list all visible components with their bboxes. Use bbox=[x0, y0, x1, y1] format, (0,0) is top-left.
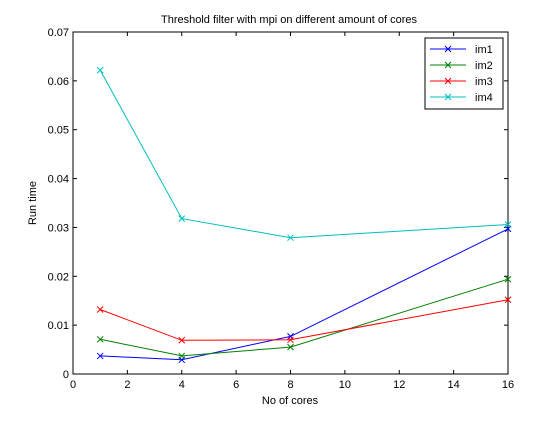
x-tick-label: 8 bbox=[287, 379, 293, 391]
y-tick-label: 0.04 bbox=[48, 174, 69, 186]
data-point-im1 bbox=[96, 352, 104, 360]
series-layer bbox=[96, 66, 512, 364]
data-point-im4 bbox=[287, 234, 294, 242]
series-line-im2 bbox=[100, 278, 509, 357]
x-tick-label: 0 bbox=[70, 379, 76, 391]
x-tick-label: 12 bbox=[393, 379, 405, 391]
chart-title: Threshold filter with mpi on different a… bbox=[161, 14, 417, 26]
data-point-im3 bbox=[504, 296, 512, 304]
series-line-im3 bbox=[100, 299, 509, 341]
legend-marker bbox=[444, 45, 452, 53]
y-axis: 0 0.01 0.02 0.03 0.04 0.05 0.06 0.07 bbox=[48, 27, 508, 381]
x-tick-label: 4 bbox=[179, 379, 185, 391]
y-tick-label: 0.02 bbox=[48, 271, 69, 283]
data-point-im2 bbox=[178, 352, 186, 360]
x-tick-label: 10 bbox=[339, 379, 351, 391]
data-point-im4 bbox=[178, 215, 186, 222]
data-point-im3 bbox=[96, 306, 104, 313]
legend-label: im4 bbox=[475, 92, 493, 104]
data-point-im3 bbox=[287, 336, 294, 344]
legend-item-im3: im3 bbox=[430, 76, 493, 88]
y-tick-label: 0.03 bbox=[48, 222, 69, 234]
data-point-im2 bbox=[96, 335, 104, 343]
legend-label: im3 bbox=[475, 76, 493, 88]
x-tick-label: 14 bbox=[448, 379, 460, 391]
x-axis: 0 2 4 6 8 10 12 14 16 bbox=[70, 32, 514, 391]
x-tick-label: 2 bbox=[124, 379, 130, 391]
legend-marker bbox=[444, 77, 452, 85]
y-tick-label: 0.05 bbox=[48, 125, 69, 137]
series-im2 bbox=[96, 275, 512, 360]
data-point-im4 bbox=[504, 221, 512, 228]
data-point-im4 bbox=[96, 66, 104, 74]
data-point-im2 bbox=[287, 343, 294, 351]
x-axis-label: No of cores bbox=[262, 395, 319, 407]
legend-marker bbox=[444, 93, 452, 101]
y-tick-label: 0.01 bbox=[48, 320, 69, 332]
legend-item-im4: im4 bbox=[430, 92, 493, 104]
legend-item-im2: im2 bbox=[430, 60, 493, 72]
legend-marker bbox=[444, 61, 452, 69]
data-point-im2 bbox=[504, 275, 512, 283]
legend: im1 im2 im3 im4 bbox=[424, 37, 504, 110]
legend-label: im2 bbox=[475, 60, 493, 72]
series-im3 bbox=[96, 296, 512, 344]
series-im4 bbox=[96, 66, 512, 242]
y-tick-label: 0 bbox=[63, 369, 69, 381]
data-point-im3 bbox=[178, 336, 186, 344]
y-tick-label: 0.07 bbox=[48, 27, 69, 39]
y-tick-label: 0.06 bbox=[48, 76, 69, 88]
series-line-im1 bbox=[100, 228, 509, 361]
legend-label: im1 bbox=[475, 44, 493, 56]
y-axis-label: Run time bbox=[27, 181, 39, 225]
legend-item-im1: im1 bbox=[430, 44, 493, 56]
x-tick-label: 6 bbox=[233, 379, 239, 391]
series-line-im4 bbox=[99, 69, 509, 239]
x-tick-label: 16 bbox=[502, 379, 514, 391]
